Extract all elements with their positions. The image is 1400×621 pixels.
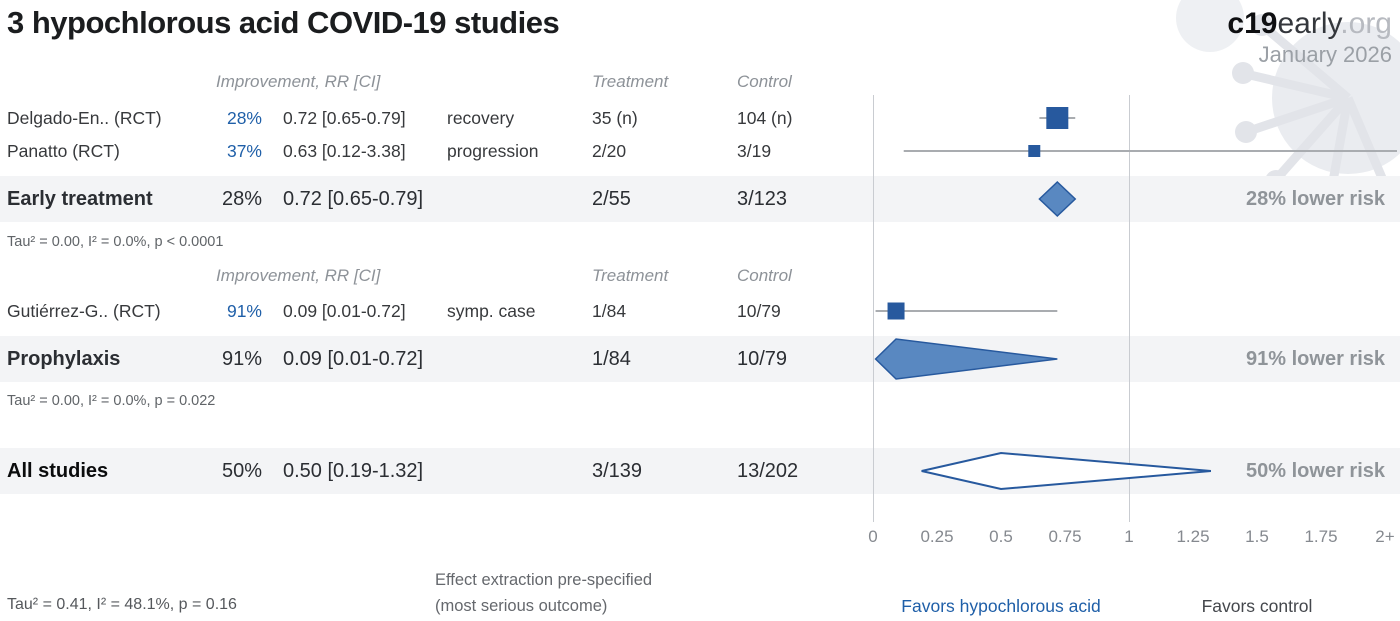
study-outcome: recovery	[447, 108, 515, 128]
brand-bold: c19	[1227, 7, 1278, 40]
early-treatment-summary-band	[0, 176, 1400, 222]
all-studies-effect-label: 50% lower risk	[1246, 460, 1385, 482]
col-header-improvement: Improvement, RR [CI]	[216, 72, 381, 91]
study-improvement: 37%	[226, 141, 262, 161]
study-treatment: 2/20	[592, 141, 627, 161]
study-treatment: 35 (n)	[592, 108, 638, 128]
axis-tick-label: 0.25	[920, 527, 954, 546]
axis-tick-label: 2+	[1375, 527, 1395, 546]
axis-tick-label: 0	[868, 527, 878, 546]
group-effect-label: 28% lower risk	[1246, 188, 1385, 210]
all-studies-treatment: 3/139	[592, 460, 643, 482]
study-treatment: 1/84	[592, 301, 627, 321]
favors-control-label: Favors control	[1201, 596, 1313, 616]
col-header-improvement: Improvement, RR [CI]	[216, 266, 381, 285]
axis-tick-label: 1.75	[1304, 527, 1338, 546]
study-control: 10/79	[737, 301, 781, 321]
study-outcome: symp. case	[447, 301, 536, 321]
group-summary-label: Early treatment	[7, 188, 153, 210]
page-title: 3 hypochlorous acid COVID-19 studies	[7, 5, 560, 40]
study-improvement: 91%	[226, 301, 262, 321]
axis-tick-label: 1.25	[1176, 527, 1210, 546]
group-summary-rr-ci: 0.09 [0.01-0.72]	[283, 348, 424, 370]
col-header-treatment: Treatment	[592, 266, 669, 285]
axis-tick-label: 1	[1124, 527, 1134, 546]
study-point-estimate	[1046, 107, 1069, 129]
brand-mid: early	[1277, 7, 1341, 40]
axis-tick-label: 0.5	[989, 527, 1013, 546]
all-studies-control: 13/202	[737, 460, 799, 482]
study-improvement: 28%	[226, 108, 262, 128]
study-control: 3/19	[737, 141, 772, 161]
study-control: 104 (n)	[737, 108, 793, 128]
overall-heterogeneity-stats: Tau² = 0.41, I² = 48.1%, p = 0.16	[7, 596, 237, 613]
study-rr-ci: 0.72 [0.65-0.79]	[283, 108, 406, 128]
study-name[interactable]: Panatto (RCT)	[7, 141, 120, 161]
all-studies-improvement: 50%	[221, 460, 262, 482]
axis-tick-label: 1.5	[1245, 527, 1269, 546]
favors-treatment-label: Favors hypochlorous acid	[901, 596, 1101, 616]
study-point-estimate	[887, 302, 905, 320]
prophylaxis-summary-band	[0, 336, 1400, 382]
group-heterogeneity-stats: Tau² = 0.00, I² = 0.0%, p < 0.0001	[7, 234, 224, 250]
group-summary-improvement: 91%	[221, 348, 262, 370]
brand-link[interactable]: c19early.org	[1227, 6, 1392, 42]
group-summary-control: 10/79	[737, 348, 788, 370]
group-summary-control: 3/123	[737, 188, 788, 210]
effect-extraction-note-line2: (most serious outcome)	[435, 597, 608, 615]
group-summary-improvement: 28%	[221, 188, 262, 210]
group-summary-treatment: 2/55	[592, 188, 631, 210]
report-date: January 2026	[1258, 42, 1392, 67]
axis-tick-label: 0.75	[1048, 527, 1082, 546]
group-effect-label: 91% lower risk	[1246, 348, 1385, 370]
col-header-control: Control	[737, 72, 792, 91]
study-name[interactable]: Gutiérrez-G.. (RCT)	[7, 301, 161, 321]
all-studies-rr-ci: 0.50 [0.19-1.32]	[283, 460, 424, 482]
study-rr-ci: 0.63 [0.12-3.38]	[283, 141, 406, 161]
study-outcome: progression	[447, 141, 539, 161]
study-name[interactable]: Delgado-En.. (RCT)	[7, 108, 162, 128]
brand-suffix: .org	[1340, 7, 1392, 40]
effect-extraction-note-line1: Effect extraction pre-specified	[435, 571, 653, 589]
col-header-control: Control	[737, 266, 792, 285]
study-point-estimate	[1028, 145, 1041, 157]
col-header-treatment: Treatment	[592, 72, 669, 91]
group-heterogeneity-stats: Tau² = 0.00, I² = 0.0%, p = 0.022	[7, 393, 216, 409]
group-summary-label: Prophylaxis	[7, 348, 121, 370]
study-rr-ci: 0.09 [0.01-0.72]	[283, 301, 406, 321]
group-summary-treatment: 1/84	[592, 348, 631, 370]
all-studies-label: All studies	[7, 460, 109, 482]
group-summary-rr-ci: 0.72 [0.65-0.79]	[283, 188, 424, 210]
